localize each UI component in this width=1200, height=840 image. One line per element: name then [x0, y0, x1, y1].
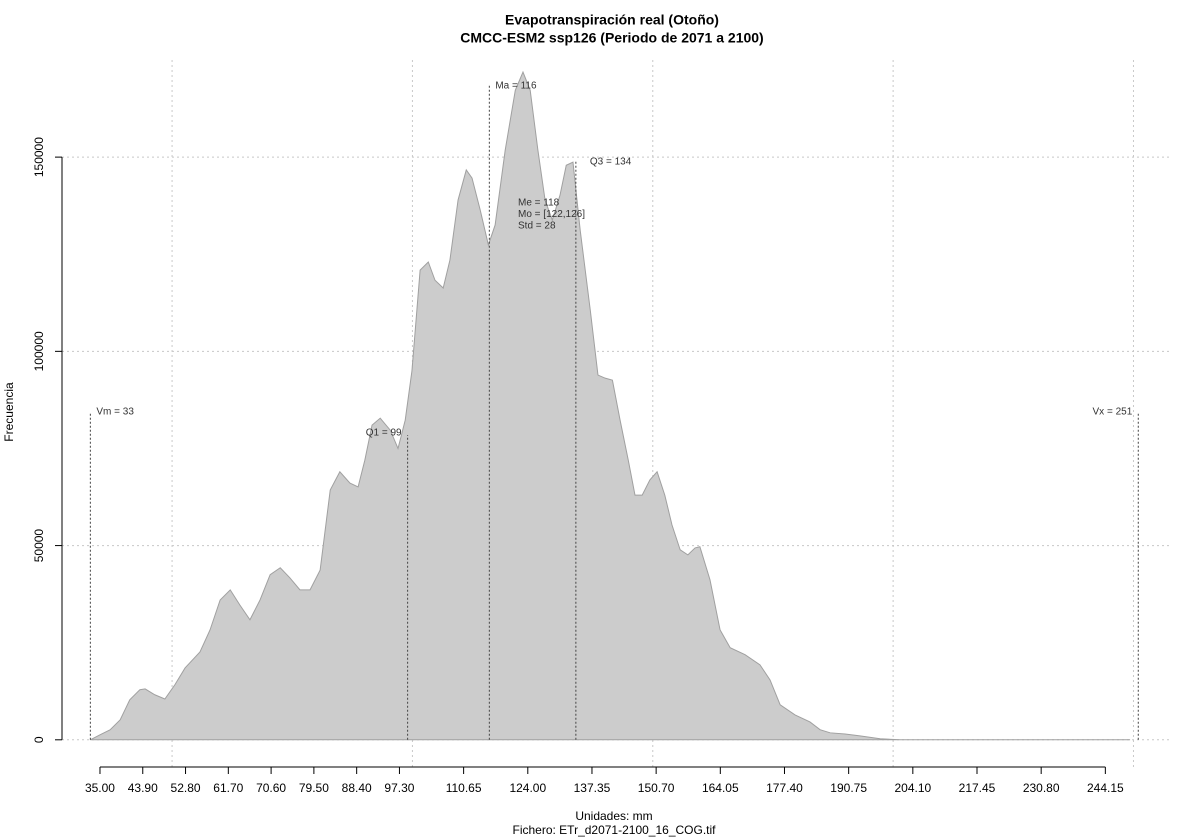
x-tick-label: 204.10	[894, 781, 931, 795]
stat-label: Std = 28	[518, 221, 556, 232]
density-area	[90, 70, 1131, 741]
x-tick-label: 97.30	[384, 781, 414, 795]
annotation-label: Ma = 116	[495, 81, 537, 92]
caption: Fichero: ETr_d2071-2100_16_COG.tif	[513, 823, 717, 837]
annotation-label: Q3 = 134	[590, 157, 632, 168]
x-tick-label: 177.40	[766, 781, 803, 795]
y-tick-label: 150000	[32, 137, 46, 177]
x-tick-label: 137.35	[574, 781, 611, 795]
y-axis-label: Frecuencia	[2, 382, 16, 442]
x-tick-label: 79.50	[299, 781, 329, 795]
chart-title: Evapotranspiración real (Otoño)	[505, 12, 719, 28]
x-tick-label: 88.40	[342, 781, 372, 795]
annotation-label: Q1 = 99	[366, 428, 402, 439]
x-tick-label: 52.80	[171, 781, 201, 795]
x-tick-label: 217.45	[959, 781, 996, 795]
stat-label: Me = 118	[518, 198, 560, 209]
stat-label: Mo = [122,126]	[518, 209, 585, 220]
x-axis-label: Unidades: mm	[575, 809, 652, 823]
x-tick-label: 43.90	[128, 781, 158, 795]
chart-subtitle: CMCC-ESM2 ssp126 (Periodo de 2071 a 2100…	[460, 30, 763, 46]
x-tick-label: 35.00	[85, 781, 115, 795]
x-tick-label: 164.05	[702, 781, 739, 795]
y-tick-label: 100000	[32, 331, 46, 371]
x-tick-label: 61.70	[213, 781, 243, 795]
x-tick-label: 244.15	[1087, 781, 1124, 795]
x-tick-label: 124.00	[509, 781, 546, 795]
y-tick-label: 50000	[32, 529, 46, 563]
y-tick-label: 0	[32, 736, 46, 743]
annotation-label: Vm = 33	[96, 407, 134, 418]
x-tick-label: 230.80	[1023, 781, 1060, 795]
x-tick-label: 110.65	[446, 781, 482, 795]
x-tick-label: 150.70	[638, 781, 675, 795]
x-tick-label: 190.75	[830, 781, 867, 795]
annotation-label: Vx = 251	[1093, 407, 1133, 418]
x-tick-label: 70.60	[256, 781, 286, 795]
